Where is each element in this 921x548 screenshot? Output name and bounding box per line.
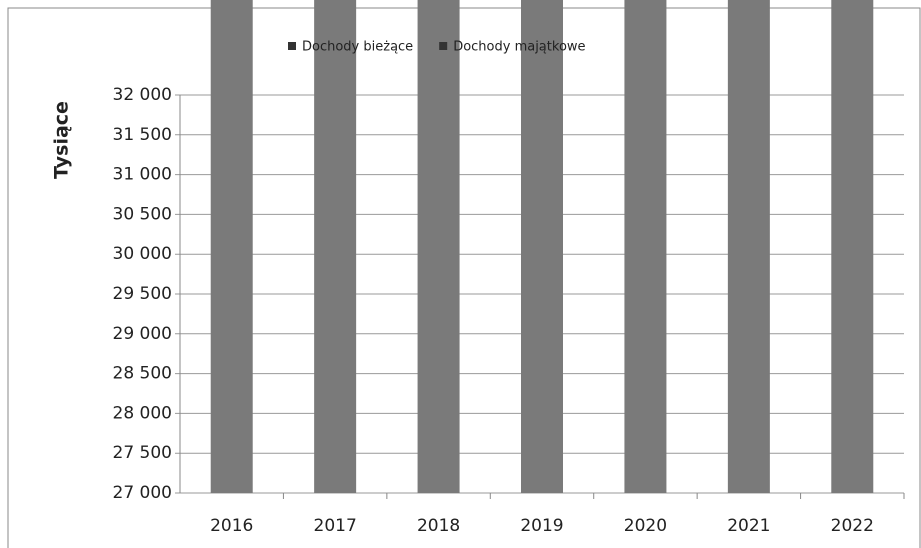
bar bbox=[210, 0, 253, 493]
x-tick-label: 2017 bbox=[314, 516, 357, 536]
y-tick-label: 32 000 bbox=[113, 85, 172, 105]
legend-swatch bbox=[439, 42, 448, 50]
bar bbox=[624, 0, 667, 493]
y-tick-label: 29 000 bbox=[113, 324, 172, 344]
legend-label: Dochody bieżące bbox=[302, 40, 413, 55]
x-tick-label: 2018 bbox=[417, 516, 460, 536]
legend-label: Dochody majątkowe bbox=[453, 40, 585, 55]
y-axis-label: Tysiące bbox=[51, 101, 73, 179]
y-tick-label: 29 500 bbox=[113, 284, 172, 304]
legend-swatch bbox=[288, 42, 296, 50]
x-tick-label: 2022 bbox=[831, 516, 874, 536]
bar bbox=[727, 0, 770, 493]
x-tick-label: 2020 bbox=[624, 516, 667, 536]
y-tick-label: 28 500 bbox=[113, 364, 172, 384]
bar bbox=[521, 0, 563, 493]
bar bbox=[417, 0, 460, 493]
y-tick-label: 31 500 bbox=[113, 125, 172, 145]
y-tick-label: 31 000 bbox=[113, 165, 172, 185]
bar bbox=[831, 0, 874, 493]
x-tick-label: 2021 bbox=[727, 516, 770, 536]
x-tick-label: 2016 bbox=[210, 516, 253, 536]
y-tick-label: 30 500 bbox=[113, 204, 172, 224]
bar bbox=[314, 0, 357, 493]
y-tick-label: 28 000 bbox=[113, 403, 172, 423]
y-tick-label: 27 500 bbox=[113, 443, 172, 463]
y-tick-label: 30 000 bbox=[113, 244, 172, 264]
x-tick-label: 2019 bbox=[520, 516, 563, 536]
y-tick-label: 27 000 bbox=[113, 483, 172, 503]
